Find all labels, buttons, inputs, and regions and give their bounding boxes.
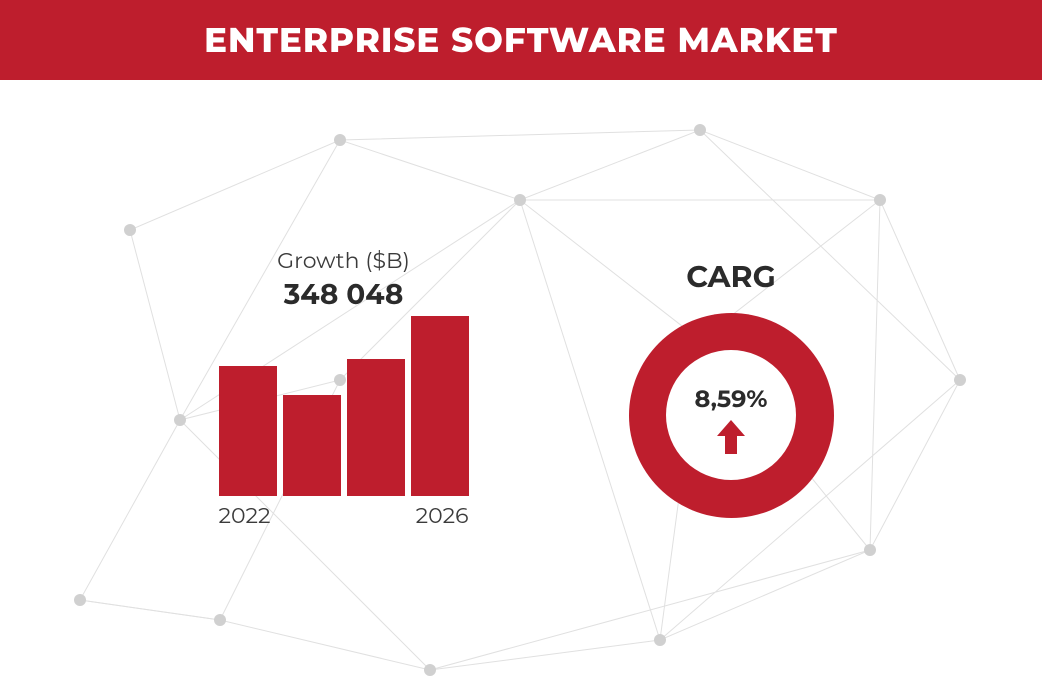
header-bar: ENTERPRISE SOFTWARE MARKET	[0, 0, 1042, 80]
page-title: ENTERPRISE SOFTWARE MARKET	[204, 19, 838, 61]
bar-1	[219, 366, 277, 496]
bar-chart	[219, 316, 469, 496]
carg-ring-inner: 8,59%	[666, 350, 796, 480]
chart-value: 348 048	[284, 278, 404, 312]
chart-subtitle: Growth ($B)	[277, 247, 410, 274]
year-axis: 2022 2026	[219, 502, 469, 529]
bar-4	[411, 316, 469, 496]
carg-value: 8,59%	[695, 385, 768, 414]
bar-3	[347, 359, 405, 496]
year-end-label: 2026	[416, 502, 469, 529]
growth-chart-section: Growth ($B) 348 048 2022 2026	[209, 247, 479, 529]
carg-ring: 8,59%	[629, 313, 834, 518]
arrow-up-icon	[711, 416, 751, 456]
bar-2	[283, 395, 341, 496]
carg-title: CARG	[686, 258, 775, 295]
content-row: Growth ($B) 348 048 2022 2026 CARG 8,59%	[0, 80, 1042, 695]
carg-section: CARG 8,59%	[629, 258, 834, 518]
year-start-label: 2022	[219, 502, 271, 529]
